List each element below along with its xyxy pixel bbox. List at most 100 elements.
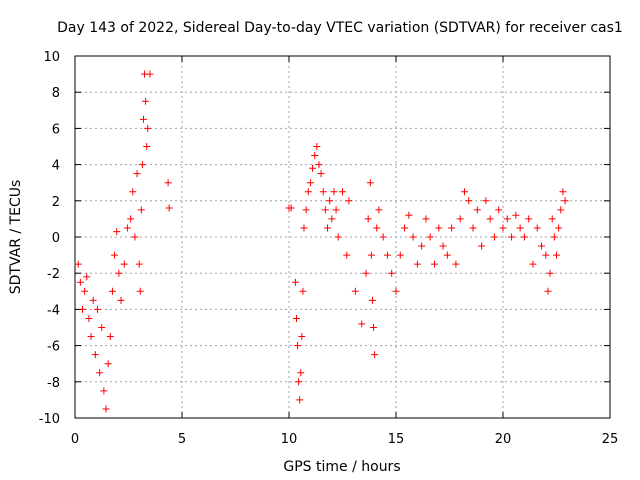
data-point: [304, 188, 312, 196]
data-point: [83, 273, 91, 281]
data-point: [91, 351, 99, 359]
y-tick-label: -6: [47, 340, 60, 355]
y-tick-label: -2: [47, 267, 60, 282]
data-point: [315, 161, 323, 169]
data-point: [490, 233, 498, 241]
data-point: [133, 170, 141, 178]
data-point: [426, 233, 434, 241]
data-point: [388, 269, 396, 277]
grid-layer: [75, 56, 610, 418]
data-point: [144, 124, 152, 132]
data-point: [317, 170, 325, 178]
data-point: [478, 242, 486, 250]
data-point: [135, 260, 143, 268]
data-point: [137, 206, 145, 214]
data-point: [370, 324, 378, 331]
data-point: [313, 143, 321, 150]
data-point: [469, 224, 477, 232]
data-point: [76, 278, 84, 286]
data-point: [418, 242, 426, 250]
data-point: [379, 233, 387, 241]
data-point: [516, 224, 524, 232]
data-point: [300, 224, 308, 232]
data-point: [435, 224, 443, 232]
y-tick-label: -4: [47, 303, 60, 318]
data-point: [326, 197, 334, 205]
data-point: [306, 179, 314, 187]
x-tick-label: 25: [602, 432, 619, 447]
data-point: [559, 188, 567, 196]
data-point: [142, 97, 150, 105]
data-point: [486, 215, 494, 223]
data-point: [452, 260, 460, 268]
y-tick-label: 10: [43, 50, 60, 65]
data-point: [371, 351, 379, 359]
data-point: [538, 242, 546, 250]
data-point: [292, 314, 300, 322]
data-point: [482, 197, 490, 205]
x-tick-label: 15: [388, 432, 405, 447]
data-point: [111, 251, 119, 259]
data-point: [431, 260, 439, 268]
data-point: [383, 251, 391, 259]
y-tick-label: 0: [52, 231, 60, 246]
data-point: [529, 260, 537, 268]
data-point: [78, 305, 86, 313]
data-point: [495, 206, 503, 214]
data-point: [136, 287, 144, 295]
data-point: [367, 251, 375, 259]
data-point: [546, 269, 554, 277]
data-point: [561, 197, 569, 205]
data-point: [139, 115, 147, 123]
data-point: [96, 369, 104, 377]
data-point: [343, 251, 351, 259]
data-point: [321, 206, 329, 214]
data-point: [311, 152, 319, 160]
data-point: [358, 320, 366, 328]
data-point: [164, 179, 172, 187]
data-point: [294, 342, 302, 350]
y-tick-label: 8: [52, 86, 60, 101]
y-tick-label: -8: [47, 376, 60, 391]
y-tick-label: -10: [39, 412, 60, 427]
data-point: [409, 233, 417, 241]
data-point: [375, 206, 383, 214]
data-point: [74, 260, 82, 268]
y-tick-label: 4: [52, 159, 60, 174]
data-point: [287, 204, 295, 212]
x-axis-label: GPS time / hours: [283, 459, 400, 475]
data-point: [296, 396, 304, 404]
data-point: [115, 269, 123, 277]
data-point: [108, 287, 116, 295]
data-point: [319, 188, 327, 196]
data-point: [309, 164, 317, 172]
data-point: [557, 206, 565, 214]
data-point: [396, 251, 404, 259]
data-point: [373, 224, 381, 232]
data-point: [100, 387, 108, 395]
data-point: [146, 70, 154, 78]
data-point: [104, 360, 112, 368]
data-point: [548, 215, 556, 223]
data-point: [345, 197, 353, 205]
data-point: [81, 287, 89, 295]
data-point: [401, 224, 409, 232]
data-point: [351, 287, 359, 295]
x-tick-label: 20: [495, 432, 512, 447]
data-point: [129, 188, 137, 196]
data-point: [330, 188, 338, 196]
data-point: [87, 333, 95, 341]
data-point: [98, 324, 106, 331]
data-point: [120, 260, 128, 268]
x-tick-label: 5: [178, 432, 186, 447]
data-point: [324, 224, 332, 232]
data-point: [392, 287, 400, 295]
data-point: [334, 233, 342, 241]
data-point: [520, 233, 528, 241]
data-point: [542, 251, 550, 259]
data-point: [89, 296, 97, 304]
points-layer: [74, 70, 569, 413]
y-tick-label: 2: [52, 195, 60, 210]
data-point: [127, 215, 135, 223]
